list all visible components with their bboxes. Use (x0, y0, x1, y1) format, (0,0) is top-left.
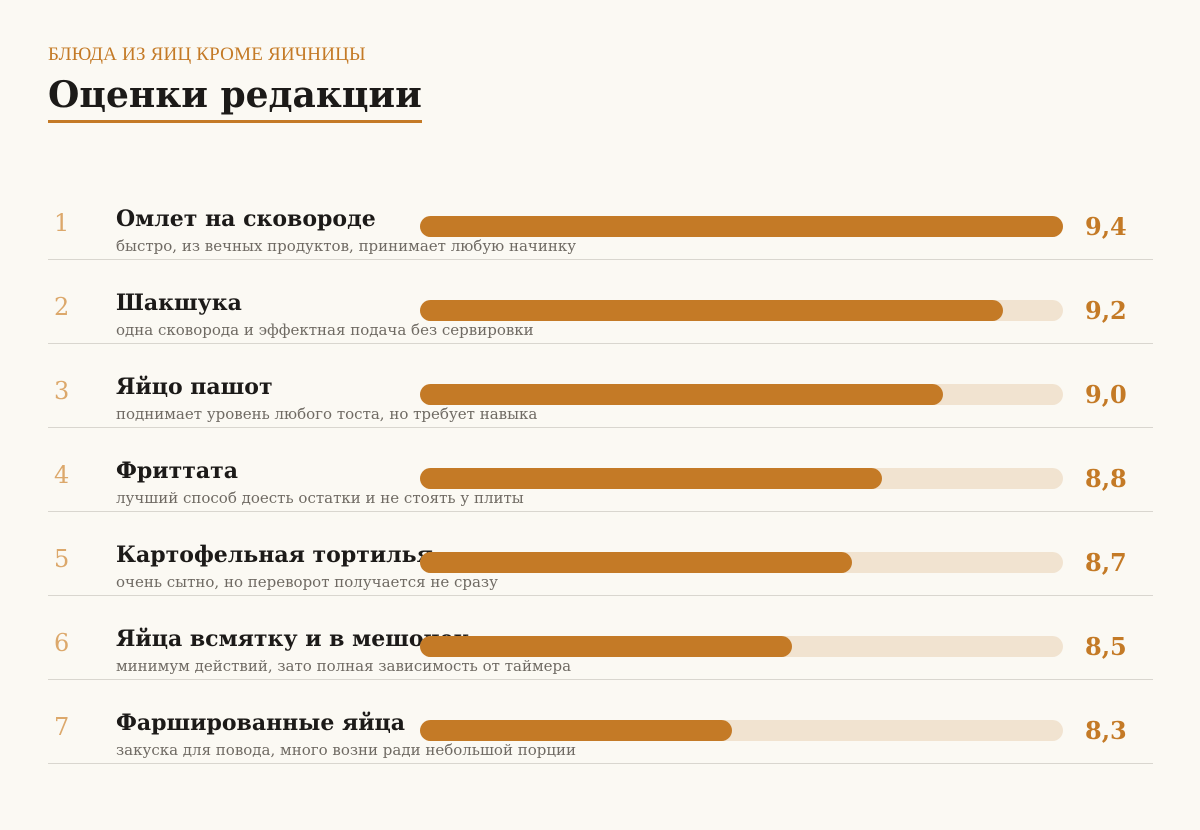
dish-name: Фаршированные яйца (116, 710, 406, 736)
dish-description: одна сковорода и эффектная подача без се… (116, 321, 534, 339)
dish-description: минимум действий, зато полная зависимост… (116, 657, 572, 675)
score-value: 9,0 (1085, 380, 1127, 409)
rating-row: 5 Картофельная тортилья очень сытно, но пе… (48, 512, 1153, 596)
bar (420, 468, 882, 489)
dish-name: Омлет на сковороде (116, 206, 376, 232)
score-value: 9,4 (1085, 212, 1127, 241)
bar-track (420, 720, 1063, 741)
bar (420, 636, 792, 657)
rank-number: 6 (54, 629, 70, 657)
bar (420, 216, 1063, 237)
dish-name: Фриттата (116, 458, 238, 484)
bar-track (420, 552, 1063, 573)
bar (420, 384, 943, 405)
dish-name: Шакшука (116, 290, 242, 316)
rank-number: 5 (54, 545, 70, 573)
bar-track (420, 384, 1063, 405)
rating-row: 4 Фриттата лучший способ доесть остатки и … (48, 428, 1153, 512)
bar (420, 552, 852, 573)
dish-description: закуска для повода, много возни ради неб… (116, 741, 576, 759)
rating-row: 6 Яйца всмятку и в мешочек минимум действи… (48, 596, 1153, 680)
rank-number: 7 (54, 713, 70, 741)
rating-row: 3 Яйцо пашот поднимает уровень любого тост… (48, 344, 1153, 428)
bar-track (420, 216, 1063, 237)
score-value: 8,8 (1085, 464, 1127, 493)
bar-track (420, 636, 1063, 657)
dish-name: Яйца всмятку и в мешочек (116, 626, 470, 652)
bar (420, 720, 732, 741)
bar-track (420, 468, 1063, 489)
ratings-list: 1 Омлет на сковороде быстро, из вечных про… (48, 176, 1153, 764)
rank-number: 1 (54, 209, 70, 237)
rank-number: 2 (54, 293, 70, 321)
bar (420, 300, 1003, 321)
score-value: 8,7 (1085, 548, 1127, 577)
score-value: 9,2 (1085, 296, 1127, 325)
chart-kicker: БЛЮДА ИЗ ЯИЦ КРОМЕ ЯИЧНИЦЫ (48, 44, 366, 65)
score-value: 8,3 (1085, 716, 1127, 745)
rating-row: 2 Шакшука одна сковорода и эффектная подач… (48, 260, 1153, 344)
rank-number: 4 (54, 461, 70, 489)
rating-row: 1 Омлет на сковороде быстро, из вечных про… (48, 176, 1153, 260)
rating-row: 7 Фаршированные яйца закуска для повода, м… (48, 680, 1153, 764)
dish-description: поднимает уровень любого тоста, но требу… (116, 405, 538, 423)
dish-description: лучший способ доесть остатки и не стоять… (116, 489, 524, 507)
dish-description: быстро, из вечных продуктов, принимает л… (116, 237, 577, 255)
dish-description: очень сытно, но переворот получается не … (116, 573, 498, 591)
chart-title: Оценки редакции (48, 74, 422, 123)
score-value: 8,5 (1085, 632, 1127, 661)
dish-name: Картофельная тортилья (116, 542, 433, 568)
bar-track (420, 300, 1063, 321)
dish-name: Яйцо пашот (116, 374, 273, 400)
rank-number: 3 (54, 377, 70, 405)
